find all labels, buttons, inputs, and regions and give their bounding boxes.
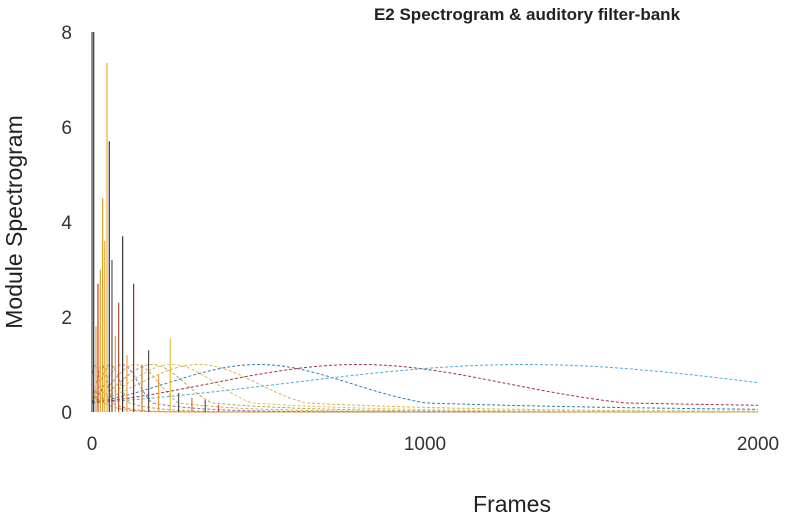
y-tick-label: 0 [61,403,72,424]
y-tick-label: 6 [61,118,72,139]
filter-curve [91,363,758,413]
filter-curve [91,363,758,413]
x-tick-label: 1000 [404,434,446,455]
x-tick-label: 0 [87,434,98,455]
y-tick-label: 4 [61,213,72,234]
filter-curve [91,364,758,413]
y-axis-label: Module Spectrogram [1,115,27,329]
filter-bank-curves [91,363,759,413]
chart-title: E2 Spectrogram & auditory filter-bank [374,5,681,24]
x-ticks: 0 1000 2000 [87,434,779,455]
x-axis-label: Frames [473,491,551,517]
spectrogram-spikes [93,32,220,412]
filter-curve [91,364,758,406]
y-ticks: 0 2 4 6 8 [61,23,72,424]
filter-curve [91,364,759,404]
y-tick-label: 8 [61,23,72,44]
filter-curve [91,364,758,412]
filter-curve [91,363,758,413]
x-tick-label: 2000 [737,434,779,455]
y-tick-label: 2 [61,308,72,329]
filter-curve [91,364,758,410]
